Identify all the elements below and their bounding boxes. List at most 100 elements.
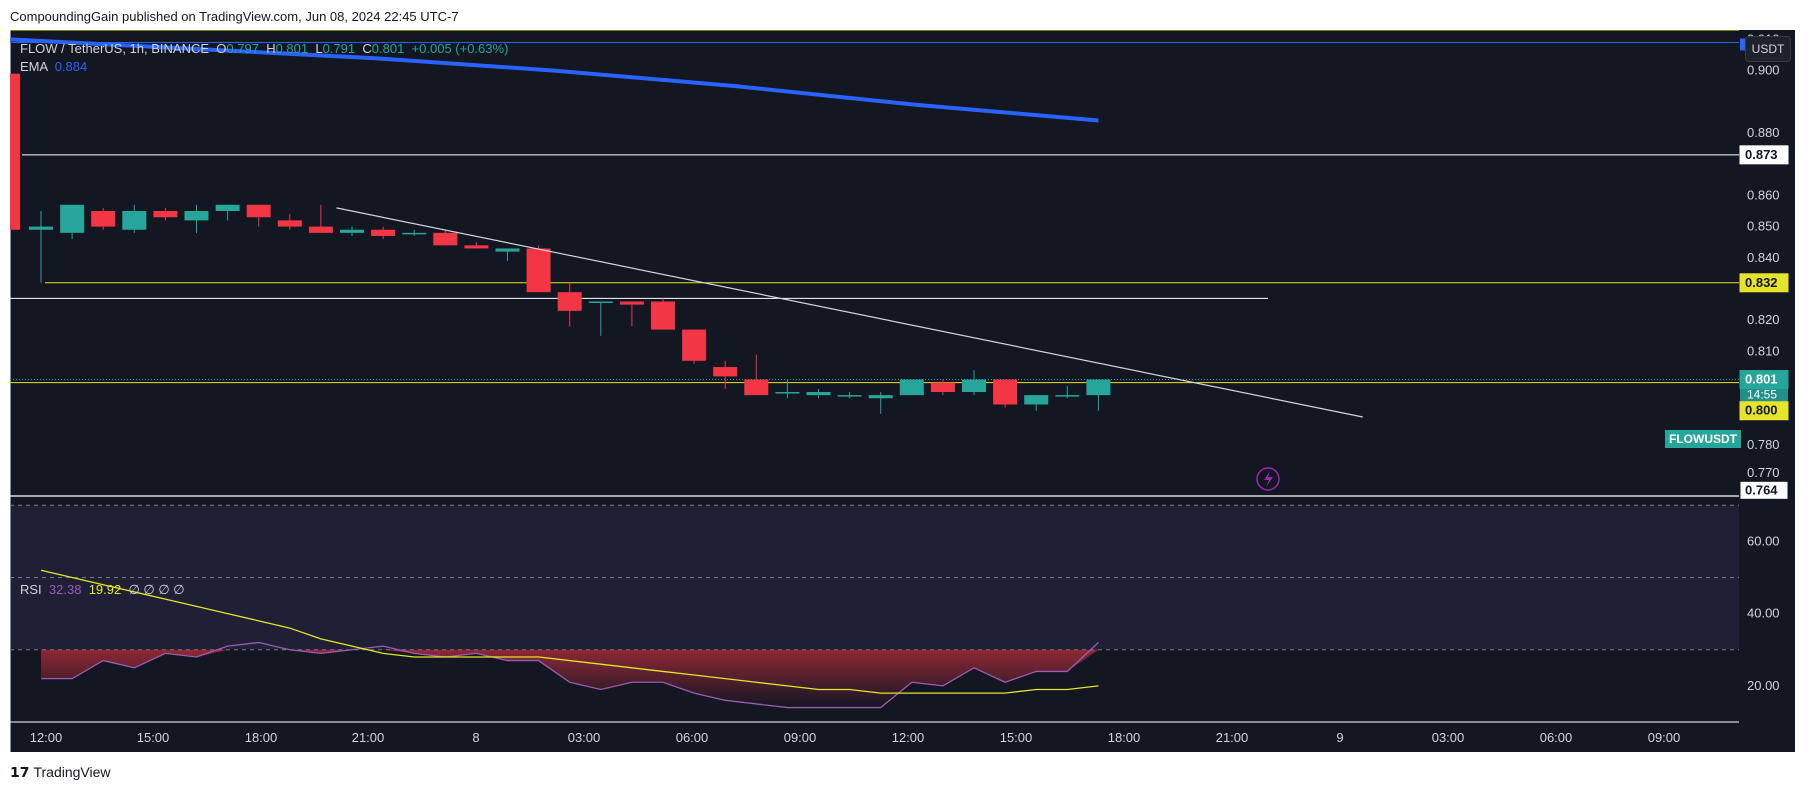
candle-body	[402, 232, 427, 235]
candle[interactable]	[651, 298, 675, 330]
badge-873: 0.873	[1739, 145, 1789, 165]
rsi-tick-label: 60.00	[1747, 533, 1780, 548]
candle-body	[526, 248, 551, 293]
ohlc-open-label: O	[216, 41, 227, 56]
candle[interactable]	[526, 245, 551, 293]
candle[interactable]	[588, 301, 613, 336]
time-tick-label: 18:00	[1108, 730, 1141, 745]
candle-prior[interactable]	[10, 73, 20, 230]
candle[interactable]	[868, 392, 893, 414]
time-tick-label: 15:00	[137, 730, 170, 745]
candle-body	[806, 392, 831, 396]
candle-body	[837, 395, 862, 397]
currency-button[interactable]: USDT	[1745, 36, 1791, 62]
candle[interactable]	[433, 229, 458, 246]
candle[interactable]	[91, 207, 116, 230]
symbol-price-tag: FLOWUSDT	[1665, 430, 1741, 448]
ohlc-change: +0.005 (+0.63%)	[411, 41, 509, 56]
candle[interactable]	[682, 329, 707, 364]
candle-body	[651, 301, 675, 330]
time-tick-label: 9	[1336, 730, 1343, 745]
time-tick-label: 03:00	[1432, 730, 1465, 745]
chart-area[interactable]: 12:00 15:00 18:00 21:00 8 03:00 06:00 09:00 12:0…	[10, 30, 1739, 752]
lightning-icon-bolt	[1264, 471, 1273, 487]
candle-body	[993, 379, 1018, 405]
candle-body	[744, 379, 769, 396]
badge-last-price-text: 0.801	[1745, 372, 1778, 387]
lightning-icon[interactable]	[1256, 467, 1280, 491]
candle[interactable]	[962, 370, 986, 396]
candle-body	[1024, 395, 1049, 405]
price-scale[interactable]: 0.900 0.880 0.860 0.850 0.840 0.820 0.810 0.780…	[1739, 30, 1795, 752]
candle[interactable]	[1086, 379, 1111, 411]
badge-873-bg	[1739, 145, 1789, 165]
rsi-tick-label: 20.00	[1747, 678, 1780, 693]
candle-body	[371, 229, 396, 236]
rsi-value: 32.38	[48, 582, 82, 597]
candle[interactable]	[930, 379, 955, 396]
price-scale-canvas[interactable]: 0.900 0.880 0.860 0.850 0.840 0.820 0.810 0.780…	[1739, 30, 1795, 752]
candle-body	[60, 204, 85, 233]
badge-832-bg	[1739, 273, 1789, 293]
candle-body	[464, 245, 489, 249]
time-tick-label: 15:00	[1000, 730, 1033, 745]
candle[interactable]	[60, 204, 85, 240]
candle-body	[215, 204, 240, 212]
candle[interactable]	[1024, 395, 1049, 411]
badge-800: 0.800	[1739, 401, 1789, 421]
candle[interactable]	[308, 204, 333, 233]
badge-764-bg	[1739, 480, 1789, 500]
candle[interactable]	[340, 226, 364, 236]
candle[interactable]	[29, 211, 53, 283]
candle[interactable]	[744, 354, 769, 396]
ohlc-low-value: 0.791	[322, 41, 356, 56]
time-tick-label: 06:00	[1540, 730, 1573, 745]
candle[interactable]	[464, 242, 489, 249]
rsi-oversold-fill	[41, 649, 1099, 708]
candle-body	[122, 211, 147, 230]
candle-body	[433, 232, 458, 246]
candle-body	[1086, 379, 1111, 396]
candle[interactable]	[371, 226, 396, 240]
candle[interactable]	[215, 204, 240, 221]
candle[interactable]	[495, 248, 520, 261]
candle[interactable]	[713, 360, 738, 389]
candle[interactable]	[1055, 385, 1080, 399]
ema-line	[10, 37, 1099, 123]
candle[interactable]	[277, 214, 302, 230]
badge-764: 0.764	[1739, 480, 1789, 500]
candle[interactable]	[775, 379, 800, 399]
candle[interactable]	[806, 388, 831, 399]
candle[interactable]	[184, 204, 209, 233]
candle[interactable]	[557, 282, 582, 327]
time-tick-label: 09:00	[1648, 730, 1681, 745]
candle[interactable]	[837, 392, 862, 399]
price-tick-label: 0.860	[1747, 187, 1780, 202]
tradingview-footer[interactable]: 𝟭𝟳 TradingView	[10, 764, 111, 781]
candle-body	[184, 211, 209, 221]
symbol-legend: FLOW / TetherUS, 1h, BINANCE O0.797 H0.8…	[20, 40, 508, 76]
candle[interactable]	[899, 379, 924, 396]
candle-body	[899, 379, 924, 396]
candle[interactable]	[122, 204, 147, 233]
chart-canvas[interactable]: 12:00 15:00 18:00 21:00 8 03:00 06:00 09:00 12:0…	[10, 30, 1739, 752]
ohlc-open-value: 0.797	[226, 41, 259, 56]
badge-832: 0.832	[1739, 273, 1789, 293]
trend-line[interactable]	[336, 207, 1363, 418]
candle[interactable]	[402, 229, 427, 236]
candle-body	[619, 301, 644, 305]
ohlc-close-value: 0.801	[371, 41, 405, 56]
ohlc-high-value: 0.801	[275, 41, 309, 56]
countdown-text: 14:55	[1747, 388, 1777, 402]
candle[interactable]	[993, 379, 1018, 408]
candle[interactable]	[153, 207, 178, 221]
countdown-bg	[1740, 387, 1788, 404]
rsi-series-line	[40, 569, 1099, 694]
candle-body	[930, 382, 955, 393]
badge-800-text: 0.800	[1745, 403, 1778, 418]
ema-label: EMA	[20, 59, 48, 74]
candle[interactable]	[619, 301, 644, 327]
publish-info: CompoundingGain published on TradingView…	[10, 9, 459, 24]
candle[interactable]	[246, 204, 271, 227]
time-tick-label: 09:00	[784, 730, 817, 745]
